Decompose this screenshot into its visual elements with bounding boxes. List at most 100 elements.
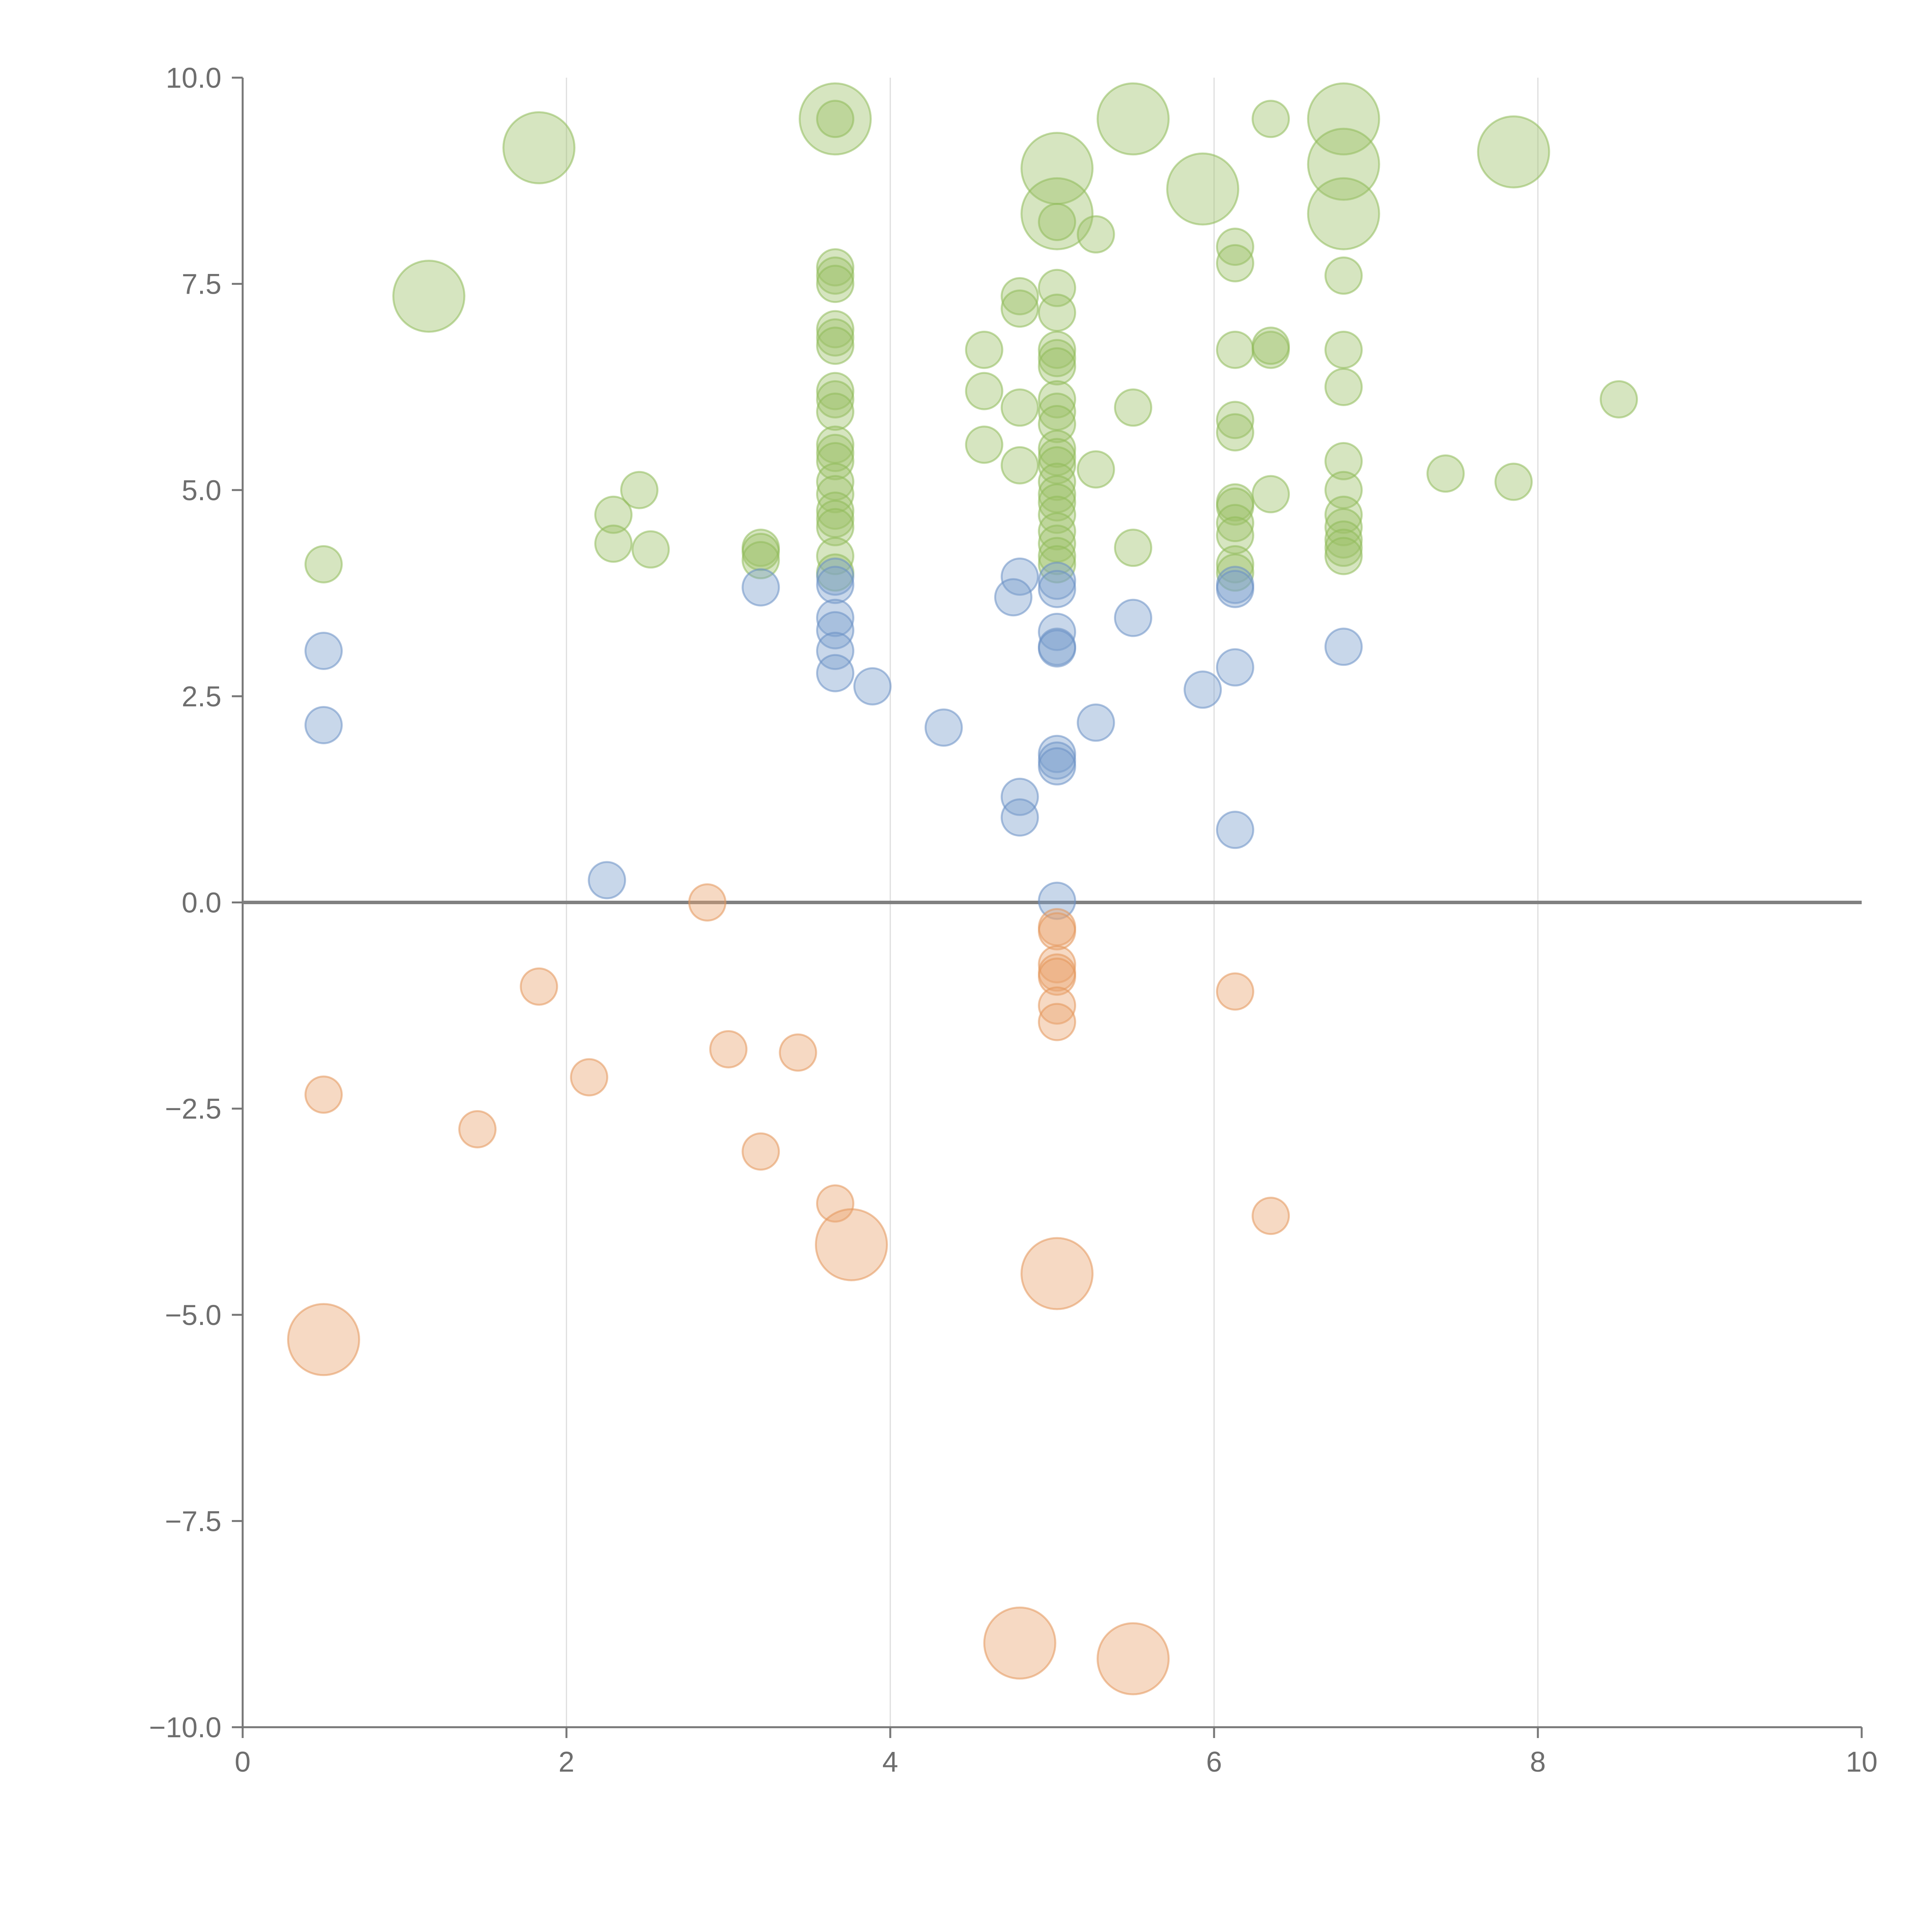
x-tick-label: 10 [1846, 1746, 1878, 1778]
bubble-point-green [1000, 388, 1039, 427]
bubble-point-blue [1000, 777, 1039, 816]
bubble-point-green [1114, 529, 1152, 567]
bubble-point-green [1307, 177, 1380, 250]
bubble-point-orange [1038, 912, 1077, 951]
bubble-point-green [816, 537, 855, 575]
y-tick-label: −2.5 [165, 1093, 221, 1125]
bubble-point-green [1216, 553, 1254, 592]
bubble-point-green [1426, 454, 1465, 493]
bubble-point-orange [1038, 1003, 1077, 1041]
bubble-point-orange [458, 1110, 497, 1148]
bubble-point-green [816, 372, 855, 410]
bubble-point-blue [1216, 570, 1254, 608]
bubble-point-green [1038, 330, 1077, 369]
bubble-point-blue [816, 611, 855, 650]
bubble-point-blue [853, 667, 892, 706]
bubble-point-green [594, 524, 633, 563]
bubble-point-blue [1077, 703, 1115, 742]
bubble-point-orange [709, 1030, 748, 1068]
bubble-point-green [1038, 430, 1077, 468]
x-tick-label: 8 [1530, 1746, 1546, 1778]
bubble-point-green [1000, 277, 1039, 316]
bubble-point-green [1166, 152, 1240, 226]
bubble-point-blue [924, 708, 963, 747]
bubble-point-blue [1038, 881, 1077, 920]
bubble-point-green [1216, 401, 1254, 439]
bubble-point-green [620, 471, 659, 509]
x-tick-label: 0 [235, 1746, 250, 1778]
bubble-point-green [1494, 463, 1533, 501]
bubble-point-green [816, 508, 855, 546]
bubble-point-green [392, 260, 466, 333]
y-tick-label: 7.5 [182, 268, 221, 300]
x-tick-label: 2 [558, 1746, 574, 1778]
bubble-point-green [1216, 244, 1254, 282]
bubble-point-green [1077, 215, 1115, 254]
bubble-point-green [1020, 177, 1094, 250]
y-tick-label: −10.0 [149, 1711, 221, 1743]
y-tick-label: 10.0 [166, 62, 221, 94]
bubble-point-orange [1038, 945, 1077, 984]
bubble-point-green [1252, 327, 1290, 365]
bubble-point-orange [688, 883, 727, 922]
axis-layer: 0 2 4 6 8 10 10.0 7.5 5.0 2.5 0.0 −2.5 −5.0 −7.5 −10.0 [149, 62, 1878, 1778]
bubble-point-blue [1038, 629, 1077, 668]
bubble-point-orange [520, 967, 558, 1006]
bubble-point-blue [304, 631, 343, 670]
bubble-point-blue [1038, 570, 1077, 608]
bubble-point-green [816, 492, 855, 530]
bubble-point-green [1038, 203, 1077, 242]
bubble-point-green [816, 380, 855, 418]
bubble-point-green [1252, 100, 1290, 138]
bubble-point-green [1324, 529, 1363, 567]
bubble-point-blue [816, 654, 855, 692]
bubble-point-green [1252, 475, 1290, 514]
bubble-point-green [742, 541, 780, 580]
bubble-point-blue [1216, 648, 1254, 687]
bubble-point-orange [815, 1208, 888, 1281]
bubble-point-green [304, 545, 343, 583]
bubble-point-orange [304, 1075, 343, 1114]
bubble-point-blue [994, 578, 1032, 617]
y-tick-label: 5.0 [182, 474, 221, 506]
bubble-point-green [1216, 487, 1254, 526]
bubble-point-green [1216, 228, 1254, 266]
bubble-point-blue [304, 706, 343, 745]
bubble-point-orange [1252, 1197, 1290, 1235]
bubble-point-blue [816, 631, 855, 670]
bubble-point-blue [1000, 798, 1039, 837]
bubble-point-orange [742, 1132, 780, 1171]
bubble-point-green [1324, 537, 1363, 575]
bubble-point-blue [1324, 628, 1363, 666]
bubble-point-green [816, 100, 855, 138]
bubble-point-green [1000, 289, 1039, 328]
bubble-point-green [594, 495, 633, 534]
bubble-point-blue [1000, 557, 1039, 596]
bubble-point-green [1324, 330, 1363, 369]
y-tick-label: 0.0 [182, 887, 221, 919]
bubble-point-green [1038, 495, 1077, 534]
bubble-point-orange [287, 1303, 360, 1376]
bubble-point-green [1216, 413, 1254, 452]
bubble-point-blue [1184, 670, 1222, 709]
bubble-point-green [1307, 82, 1380, 156]
bubble-point-green [1077, 450, 1115, 489]
bubble-point-green [816, 392, 855, 431]
bubble-point-green [816, 327, 855, 365]
bubble-point-green [816, 310, 855, 349]
bubble-point-green [1324, 520, 1363, 559]
bubble-point-green [1114, 388, 1152, 427]
bubble-point-green [1038, 347, 1077, 386]
bubble-point-orange [1216, 972, 1254, 1011]
bubble-point-orange [816, 1184, 855, 1223]
bubble-point-blue [1114, 599, 1152, 637]
bubble-point-green [1038, 339, 1077, 378]
bubble-point-green [816, 434, 855, 472]
bubble-point-green [1324, 256, 1363, 295]
bubble-point-green [502, 111, 576, 184]
bubble-point-blue [1038, 747, 1077, 786]
bubble-point-green [1216, 330, 1254, 369]
bubble-point-orange [570, 1058, 609, 1097]
bubble-point-green [816, 442, 855, 481]
bubble-point-green [965, 330, 1003, 369]
